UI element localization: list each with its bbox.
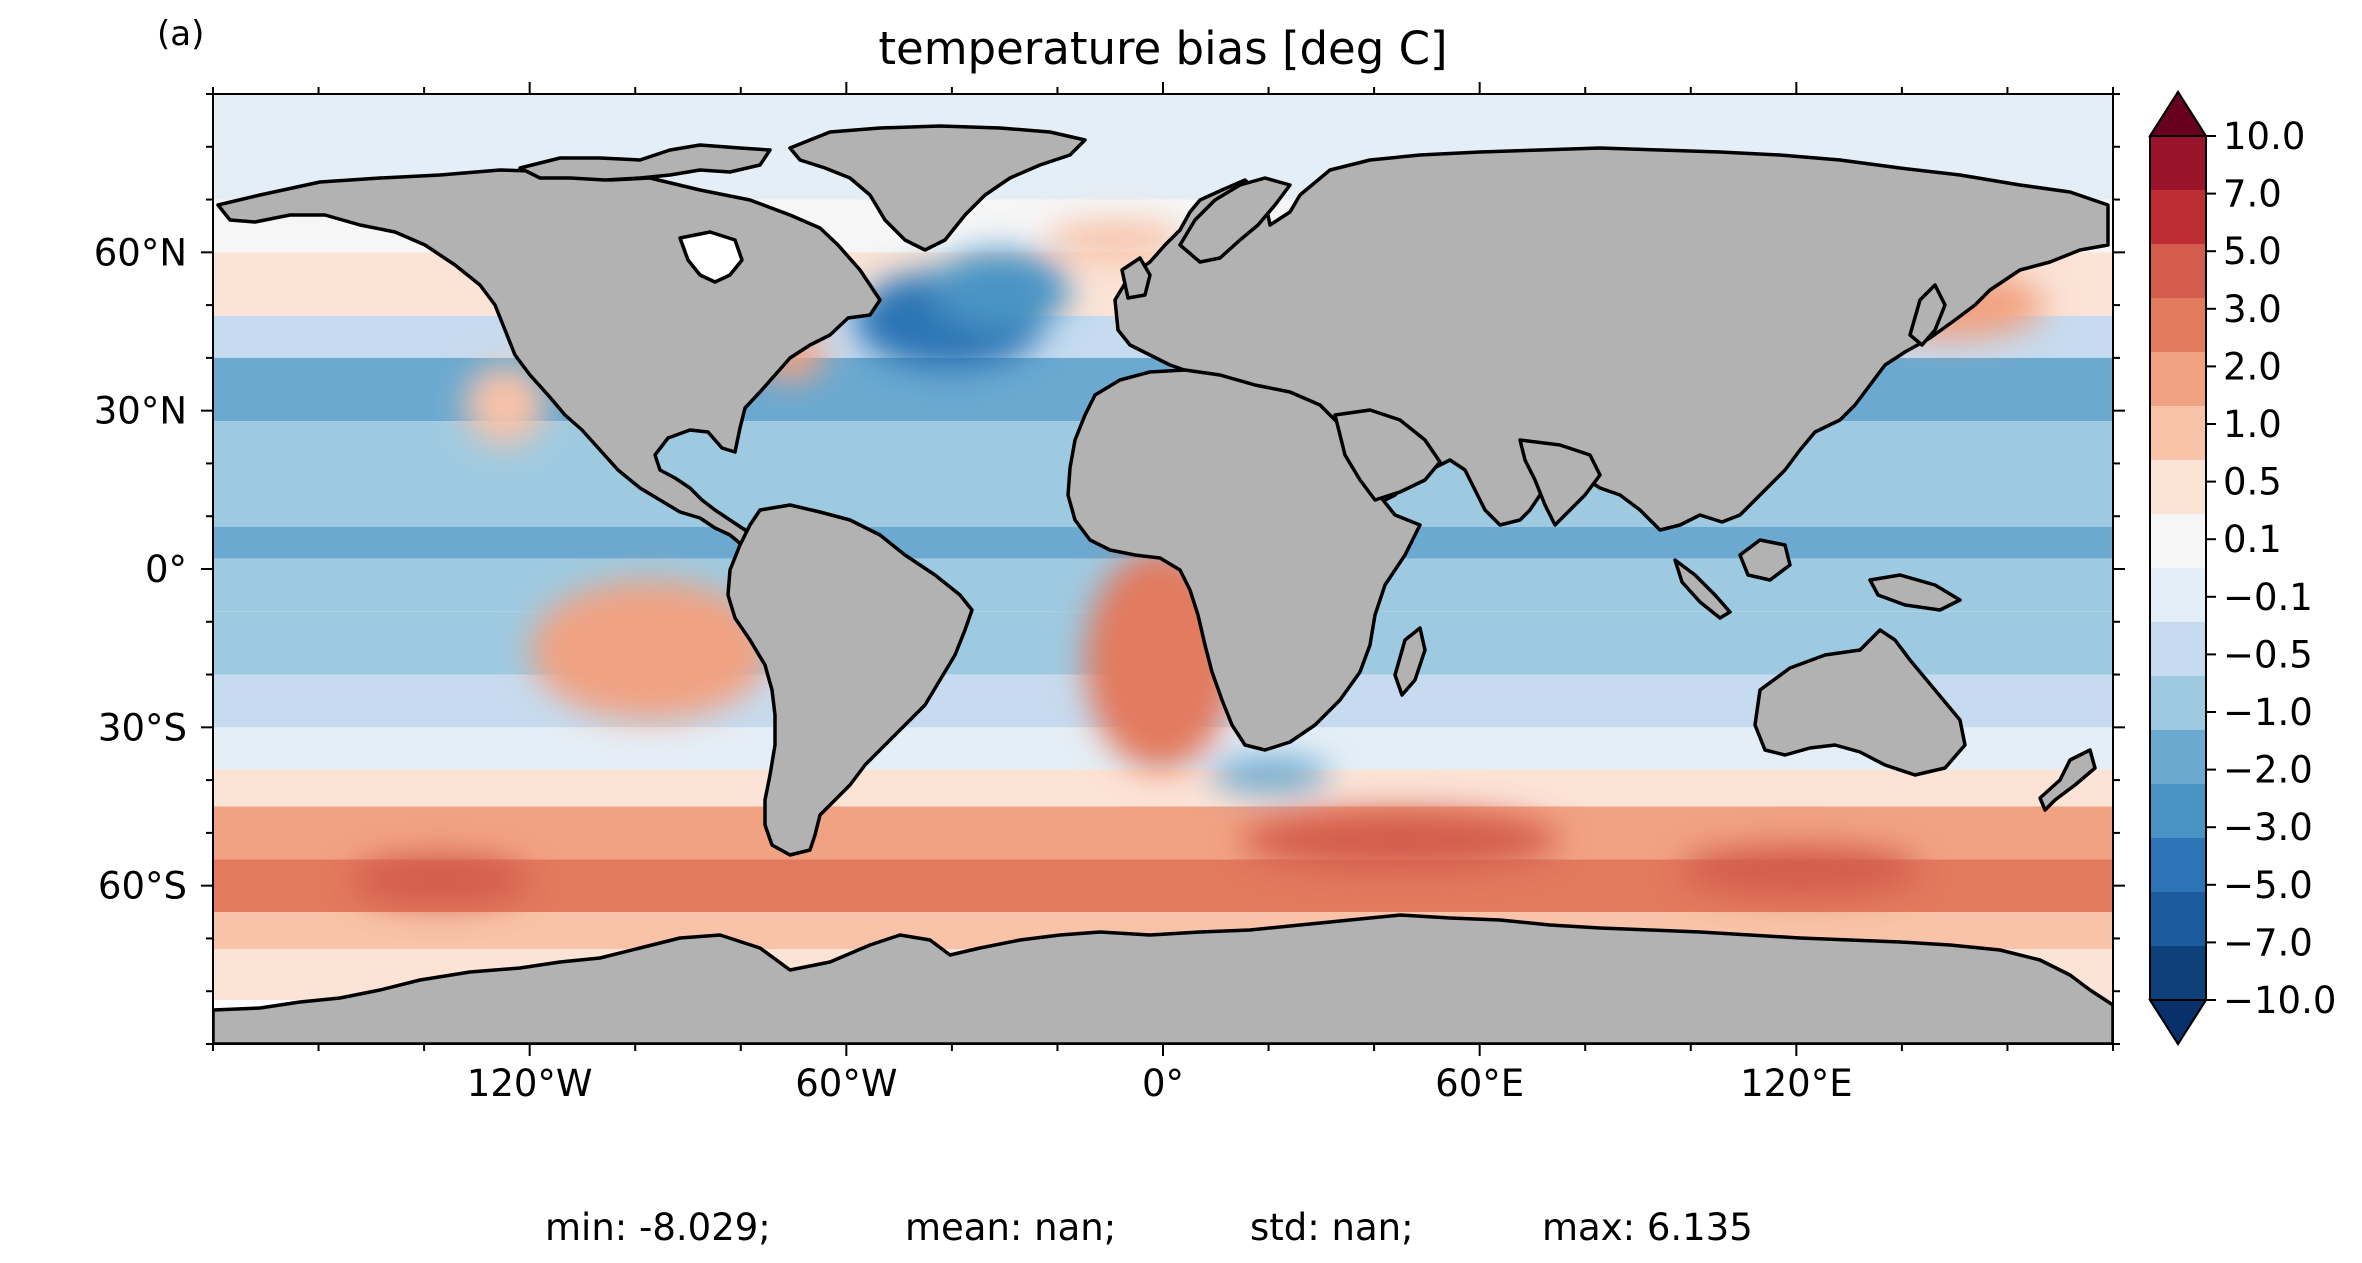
y-tick-label: 30°N — [94, 390, 187, 433]
land-sumatra — [1673, 558, 1732, 620]
colorbar-tick-label: −1.0 — [2223, 691, 2313, 734]
x-tick-label: 120°E — [1740, 1062, 1853, 1105]
colorbar-extend-max — [2148, 90, 2208, 137]
map-title: temperature bias [deg C] — [878, 22, 1447, 75]
colorbar-segment — [2150, 946, 2206, 1001]
colorbar-tick-label: 2.0 — [2223, 345, 2282, 388]
land-japan — [1908, 283, 1947, 347]
land-greenland — [788, 124, 1087, 252]
y-tick-label: 60°N — [94, 231, 187, 274]
x-tick-label: 60°E — [1435, 1062, 1524, 1105]
colorbar-tick-label: −10.0 — [2223, 979, 2336, 1022]
colorbar-segment — [2150, 136, 2206, 191]
x-tick-label: 120°W — [467, 1062, 593, 1105]
colorbar-segment — [2150, 298, 2206, 353]
colorbar-tick-label: −0.1 — [2223, 576, 2313, 619]
colorbar-tick-label: 7.0 — [2223, 173, 2282, 216]
panel-label: (a) — [157, 14, 204, 54]
land-madagascar — [1393, 626, 1427, 697]
colorbar: 10.0 7.0 5.0 3.0 2.0 1.0 0.5 0.1 −0.1 −0.5 −1.0 −2.… — [2148, 90, 2336, 1046]
colorbar-tick-label: −0.5 — [2223, 633, 2313, 676]
colorbar-segment — [2150, 244, 2206, 299]
map-ticks — [201, 82, 2125, 1056]
colorbar-segment — [2150, 460, 2206, 515]
colorbar-segment — [2150, 568, 2206, 623]
x-tick-label: 0° — [1142, 1062, 1184, 1105]
colorbar-segment — [2150, 352, 2206, 407]
colorbar-segment — [2150, 676, 2206, 731]
land-india — [1518, 438, 1602, 527]
stat-mean: mean: nan; — [905, 1206, 1116, 1249]
anomaly-southern-ocean-warm-2 — [350, 855, 530, 905]
colorbar-segment — [2150, 838, 2206, 893]
stat-std: std: nan; — [1250, 1206, 1414, 1249]
land-new-zealand — [2038, 748, 2097, 812]
colorbar-tick-label: −7.0 — [2223, 921, 2313, 964]
anomaly-humboldt-warm — [530, 580, 770, 720]
map-area — [213, 94, 2113, 1044]
stat-min: min: -8.029; — [545, 1206, 771, 1249]
colorbar-tick-label: −5.0 — [2223, 864, 2313, 907]
anomaly-southern-ocean-warm-1 — [1240, 810, 1560, 870]
colorbar-segment — [2150, 514, 2206, 569]
colorbar-tick-label: 0.1 — [2223, 518, 2282, 561]
colorbar-extend-min — [2148, 999, 2208, 1046]
anomaly-california-warm — [465, 365, 545, 445]
colorbar-segment — [2150, 406, 2206, 461]
ocean-band — [213, 94, 2113, 147]
x-tick-label: 60°W — [795, 1062, 897, 1105]
colorbar-segment — [2150, 622, 2206, 677]
colorbar-tick-label: 1.0 — [2223, 403, 2282, 446]
anomaly-nw-atlantic-warm — [1045, 220, 1185, 260]
colorbar-tick-label: 5.0 — [2223, 230, 2282, 273]
land-arabia — [1333, 408, 1442, 502]
land-masses — [213, 124, 2113, 1044]
land-africa — [1066, 368, 1422, 752]
land-borneo — [1738, 538, 1792, 582]
anomaly-southern-ocean-warm-3 — [1680, 845, 1920, 895]
y-tick-label: 0° — [145, 548, 187, 591]
land-british-isles — [1120, 256, 1152, 300]
land-arctic-archipelago — [518, 143, 772, 182]
land-antarctica — [213, 913, 2113, 1044]
anomaly-agulhas-cold — [1210, 757, 1330, 793]
water-hudson-bay — [678, 230, 744, 284]
map-tick-labels: 120°W 60°W 0° 60°E 120°E 60°N 30°N 0° 30°S 60°S — [94, 231, 1853, 1105]
colorbar-tick-label: 0.5 — [2223, 461, 2282, 504]
y-tick-label: 30°S — [98, 706, 187, 749]
land-australia — [1753, 628, 1967, 777]
colorbar-tick-label: −3.0 — [2223, 806, 2313, 849]
stat-max: max: 6.135 — [1542, 1206, 1753, 1249]
colorbar-segment — [2150, 784, 2206, 839]
colorbar-tick-label: −2.0 — [2223, 749, 2313, 792]
y-tick-label: 60°S — [98, 865, 187, 908]
land-south-america — [726, 503, 974, 857]
colorbar-segment — [2150, 730, 2206, 785]
colorbar-tick-label: 3.0 — [2223, 288, 2282, 331]
land-new-guinea — [1868, 573, 1962, 612]
anomaly-labrador-cold — [930, 250, 1070, 330]
colorbar-tick-label: 10.0 — [2223, 115, 2305, 158]
colorbar-segment — [2150, 190, 2206, 245]
land-scandinavia — [1178, 176, 1292, 264]
ocean-band — [213, 769, 2113, 807]
colorbar-segment — [2150, 892, 2206, 947]
